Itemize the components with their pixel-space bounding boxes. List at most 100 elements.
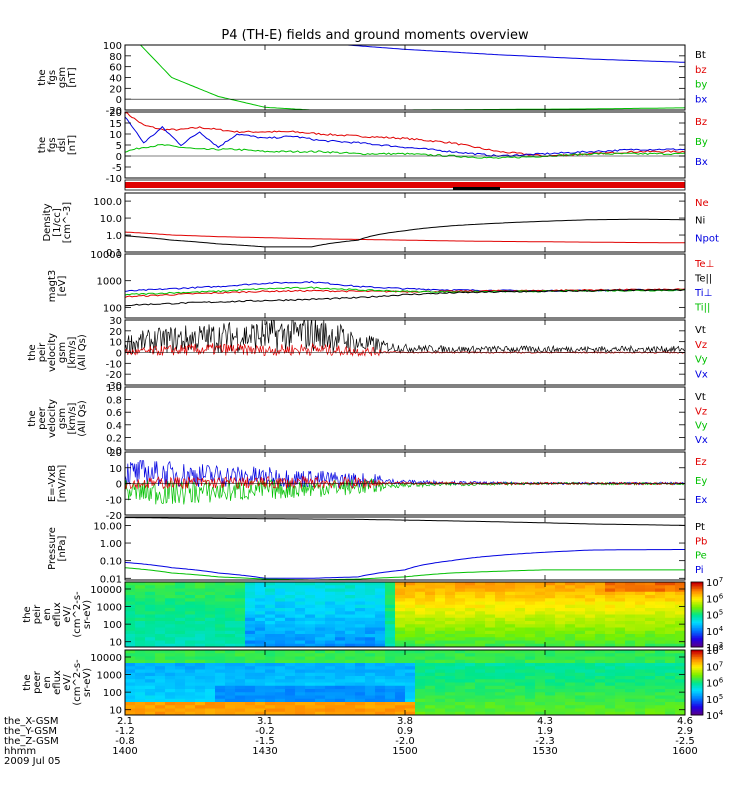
spectrogram-cell — [675, 640, 686, 645]
x-axis-value: -0.2 — [255, 726, 275, 737]
series-group — [125, 218, 685, 248]
spectrogram-cell — [555, 588, 566, 593]
legend-entry: Vz — [695, 406, 707, 417]
spectrogram-cell — [255, 598, 266, 602]
colorbar-segment — [691, 658, 703, 661]
spectrogram-cell — [185, 705, 196, 709]
spectrogram-cell — [565, 653, 576, 657]
spectrogram-cell — [165, 711, 176, 716]
legend-entry: Ti⊥ — [694, 288, 712, 299]
spectrogram-cell — [565, 698, 576, 703]
spectrogram-cell — [425, 659, 436, 664]
spectrogram-cell — [675, 702, 686, 706]
spectrogram-cell — [625, 643, 636, 648]
spectrogram-cell — [375, 705, 386, 709]
spectrogram-cell — [505, 643, 516, 648]
spectrogram-cell — [555, 614, 566, 619]
spectrogram-cell — [625, 689, 636, 693]
spectrogram-cell — [605, 689, 616, 693]
spectrogram-cell — [135, 595, 146, 599]
spectrogram-cell — [485, 679, 496, 683]
spectrogram-cell — [625, 663, 636, 667]
spectrogram-cell — [475, 621, 486, 625]
spectrogram-cell — [635, 611, 646, 615]
spectrogram-cell — [415, 708, 426, 713]
spectrogram-cell — [645, 685, 656, 690]
spectrogram-cell — [255, 604, 266, 609]
spectrogram-cell — [135, 653, 146, 657]
spectrogram-cell — [445, 608, 456, 612]
spectrogram-cell — [545, 663, 556, 667]
spectrogram-cell — [215, 630, 226, 635]
spectrogram-cell — [635, 663, 646, 667]
spectrogram-cell — [375, 614, 386, 619]
spectrogram-cell — [335, 643, 346, 648]
spectrogram-cell — [485, 591, 496, 596]
spectrogram-cell — [305, 624, 316, 628]
spectrogram-cell — [425, 611, 436, 615]
spectrogram-cell — [355, 640, 366, 645]
y-axis-label: eV/ — [62, 606, 73, 623]
spectrogram-cell — [215, 711, 226, 716]
spectrogram-cell — [535, 591, 546, 596]
spectrogram-cell — [245, 643, 256, 648]
spectrogram-cell — [445, 604, 456, 609]
spectrogram-cell — [625, 705, 636, 709]
spectrogram-cell — [265, 595, 276, 599]
spectrogram-cell — [125, 588, 136, 593]
spectrogram-cell — [275, 614, 286, 619]
spectrogram-cell — [425, 598, 436, 602]
spectrogram-cell — [415, 630, 426, 635]
y-tick-label: -10 — [106, 359, 122, 370]
spectrogram-cell — [365, 608, 376, 612]
spectrogram-cell — [335, 601, 346, 606]
colorbar-segment — [691, 702, 703, 705]
spectrogram-cell — [165, 621, 176, 625]
spectrogram-cell — [545, 624, 556, 628]
colorbar-segment — [691, 679, 703, 682]
spectrogram-cell — [125, 659, 136, 664]
spectrogram-cell — [365, 682, 376, 687]
spectrogram-cell — [445, 705, 456, 709]
spectrogram-cell — [255, 705, 266, 709]
spectrogram-cell — [645, 634, 656, 638]
spectrogram-cell — [675, 708, 686, 713]
spectrogram-cell — [435, 685, 446, 690]
spectrogram-cell — [545, 659, 556, 664]
spectrogram-cell — [575, 685, 586, 690]
spectrogram-cell — [375, 695, 386, 700]
spectrogram-cell — [395, 685, 406, 690]
spectrogram-cell — [495, 604, 506, 609]
spectrogram-cell — [585, 666, 596, 670]
spectrogram-cell — [145, 617, 156, 622]
spectrogram-cell — [305, 711, 316, 716]
spectrogram-cell — [565, 624, 576, 628]
spectrogram-cell — [525, 698, 536, 703]
spectrogram-cell — [295, 679, 306, 683]
spectrogram-cell — [245, 672, 256, 677]
spectrogram-cell — [465, 692, 476, 696]
spectrogram-cell — [505, 608, 516, 612]
spectrogram-cell — [605, 595, 616, 599]
spectrogram-cell — [165, 614, 176, 619]
spectrogram-cell — [525, 614, 536, 619]
y-axis-label: eV/ — [62, 674, 73, 691]
spectrogram-cell — [635, 705, 646, 709]
spectrogram-cell — [275, 585, 286, 589]
spectrogram-cell — [455, 711, 466, 716]
spectrogram-cell — [195, 588, 206, 593]
spectrogram-cell — [635, 614, 646, 619]
spectrogram-cell — [405, 698, 416, 703]
spectrogram-cell — [355, 692, 366, 696]
spectrogram-cell — [355, 705, 366, 709]
spectrogram-cell — [145, 676, 156, 680]
spectrogram-cell — [295, 614, 306, 619]
spectrogram-cell — [225, 611, 236, 615]
spectrogram-cell — [275, 588, 286, 593]
spectrogram-cell — [555, 608, 566, 612]
spectrogram-cell — [545, 656, 556, 661]
y-tick-label: 10000 — [90, 250, 122, 261]
spectrogram-cell — [475, 702, 486, 706]
spectrogram-cell — [655, 672, 666, 677]
spectrogram-cell — [495, 698, 506, 703]
